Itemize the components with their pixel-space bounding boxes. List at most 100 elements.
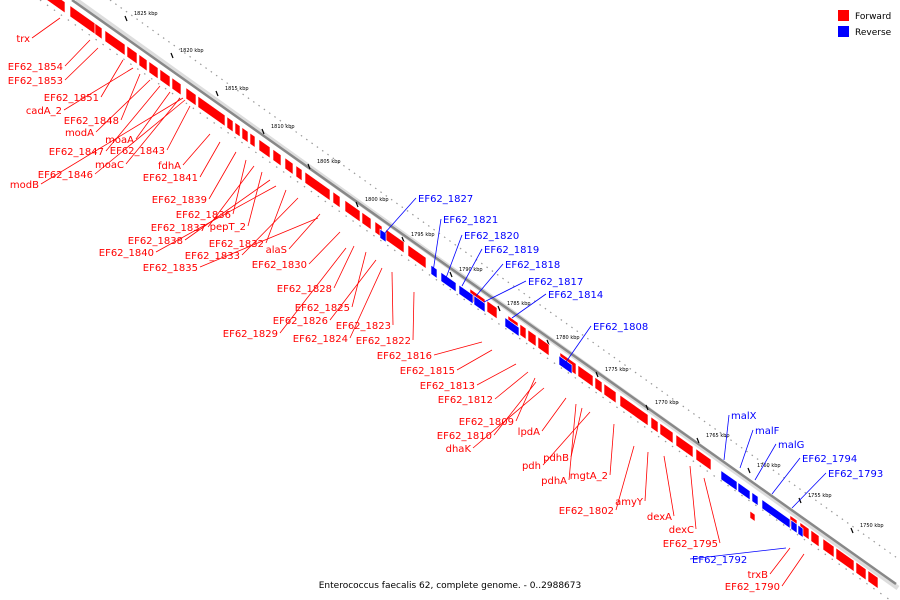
leader-line [542,411,591,466]
tick-mark [595,371,599,378]
forward-gene [577,364,594,388]
leader-line [494,371,529,400]
reverse-gene [440,271,457,293]
leader-line [94,99,186,175]
forward-gene [304,171,331,202]
leader-line [739,429,754,469]
leader-line [723,414,730,461]
genome-caption: Enterococcus faecalis 62, complete genom… [319,581,582,591]
leader-line [391,271,394,326]
leader-line [105,85,161,152]
tick-label: 1810 kbp [271,124,295,130]
leader-line [663,455,675,517]
tick-mark [215,90,219,97]
forward-gene-label-ef62-1853: EF62_1853 [8,76,63,87]
reverse-genes [379,228,804,539]
leader-line [412,291,415,341]
forward-gene-label-mgta-2: mgtA_2 [570,471,608,482]
forward-gene [675,434,694,459]
leader-line [493,381,537,436]
reverse-gene [379,228,387,243]
tick-mark [696,437,700,444]
forward-gene-label-lpda: lpdA [518,427,540,438]
forward-gene-label-ef62-1812: EF62_1812 [438,395,493,406]
leader-line [689,547,787,560]
leader-line [64,39,91,67]
leader-line [433,341,483,356]
forward-gene [234,121,241,138]
forward-gene-label-ef62-1795: EF62_1795 [663,539,718,550]
forward-gene [822,538,835,559]
tick-mark [355,201,359,208]
forward-gene-label-ef62-1830: EF62_1830 [252,260,307,271]
forward-gene-label-ef62-1847: EF62_1847 [49,147,104,158]
forward-gene-label-ef62-1843: EF62_1843 [110,146,165,157]
leader-line [781,553,805,587]
forward-gene [695,448,712,471]
forward-gene-label-cada-2: cadA_2 [26,106,62,117]
forward-gene-label-ef62-1832: EF62_1832 [209,239,264,250]
forward-gene-label-ef62-1846: EF62_1846 [38,170,93,181]
leader-line [208,151,237,200]
forward-gene-label-pdhb: pdhB [543,453,569,464]
leader-line [541,397,567,432]
forward-gene [855,561,867,581]
leader-line [135,91,171,140]
leader-line [475,263,504,297]
reverse-gene-label-ef62-1814: EF62_1814 [548,290,603,301]
tick-label: 1820 kbp [180,48,204,54]
forward-gene-label-ef62-1851: EF62_1851 [44,93,99,104]
reverse-gene [737,481,751,501]
reverse-gene [797,524,804,539]
reverse-gene-label-ef62-1819: EF62_1819 [484,245,539,256]
leader-line [644,451,649,502]
forward-gene-label-ef62-1815: EF62_1815 [400,366,455,377]
reverse-gene-label-ef62-1820: EF62_1820 [464,231,519,242]
forward-gene-label-ef62-1854: EF62_1854 [8,62,63,73]
leader-line [63,67,134,111]
forward-gene [810,529,820,548]
leader-line [199,217,319,268]
lower-dotted-line [39,0,891,600]
forward-gene-label-moda: modA [65,128,94,139]
tick-label: 1755 kbp [808,493,832,499]
forward-gene-label-ef62-1828: EF62_1828 [277,284,332,295]
forward-gene [527,329,537,348]
reverse-gene-label-malg: malG [778,440,804,451]
leader-line [155,185,277,253]
leader-line [64,47,99,81]
legend-reverse-label: Reverse [855,28,892,38]
tick-mark [798,497,802,504]
reverse-gene [761,498,791,529]
tick-mark [170,52,174,59]
leader-line [184,179,271,241]
forward-gene [185,87,197,107]
forward-gene [332,191,341,209]
leader-line [333,245,355,289]
leader-line [349,267,383,339]
leader-line [247,171,263,227]
tick-mark [850,527,854,534]
forward-gene [148,60,159,80]
reverse-gene-label-ef62-1817: EF62_1817 [528,277,583,288]
leader-line [472,387,545,449]
reverse-gene-label-malf: malF [755,426,780,437]
forward-gene [249,132,256,149]
legend: Forward Reverse [838,10,892,38]
scale-ticks: 1825 kbp 1820 kbp 1815 kbp 1810 kbp 1805 kbp… [124,11,884,534]
forward-gene [519,323,527,340]
forward-gene-label-ef62-1809: EF62_1809 [459,417,514,428]
leader-line [95,79,151,133]
tick-mark [307,163,311,170]
forward-gene-label-ef62-1813: EF62_1813 [420,381,475,392]
leader-line [329,259,377,321]
forward-gene [344,199,361,223]
reverse-gene-label-ef62-1827: EF62_1827 [418,194,473,205]
reverse-gene-label-ef62-1821: EF62_1821 [443,215,498,226]
leader-line [511,293,547,319]
leader-line [771,457,801,495]
leader-line [445,234,463,279]
reverse-gene [504,316,520,338]
reverse-gene-label-ef62-1792: EF62_1792 [692,555,747,566]
tick-label: 1765 kbp [706,433,730,439]
